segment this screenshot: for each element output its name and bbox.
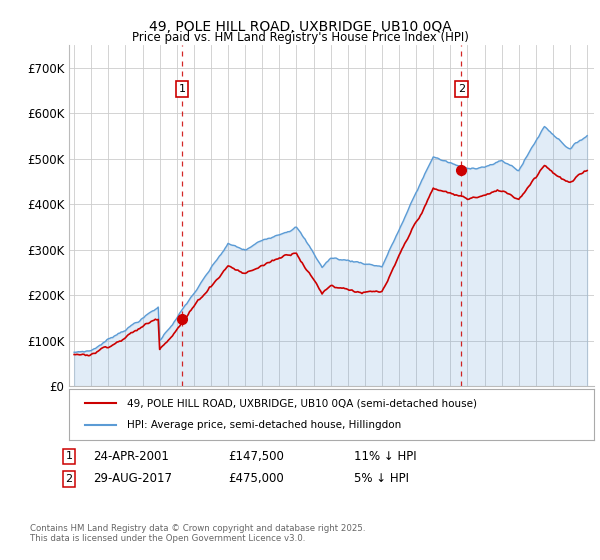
Text: HPI: Average price, semi-detached house, Hillingdon: HPI: Average price, semi-detached house,… [127,421,401,431]
Text: 24-APR-2001: 24-APR-2001 [93,450,169,463]
Text: £475,000: £475,000 [228,472,284,486]
Text: 49, POLE HILL ROAD, UXBRIDGE, UB10 0QA: 49, POLE HILL ROAD, UXBRIDGE, UB10 0QA [149,20,451,34]
Text: 11% ↓ HPI: 11% ↓ HPI [354,450,416,463]
Text: 1: 1 [65,451,73,461]
Text: 5% ↓ HPI: 5% ↓ HPI [354,472,409,486]
Text: Contains HM Land Registry data © Crown copyright and database right 2025.
This d: Contains HM Land Registry data © Crown c… [30,524,365,543]
Text: 49, POLE HILL ROAD, UXBRIDGE, UB10 0QA (semi-detached house): 49, POLE HILL ROAD, UXBRIDGE, UB10 0QA (… [127,398,477,408]
Text: £147,500: £147,500 [228,450,284,463]
Text: 29-AUG-2017: 29-AUG-2017 [93,472,172,486]
Text: 2: 2 [458,84,465,94]
Text: Price paid vs. HM Land Registry's House Price Index (HPI): Price paid vs. HM Land Registry's House … [131,31,469,44]
Text: 1: 1 [179,84,185,94]
Text: 2: 2 [65,474,73,484]
